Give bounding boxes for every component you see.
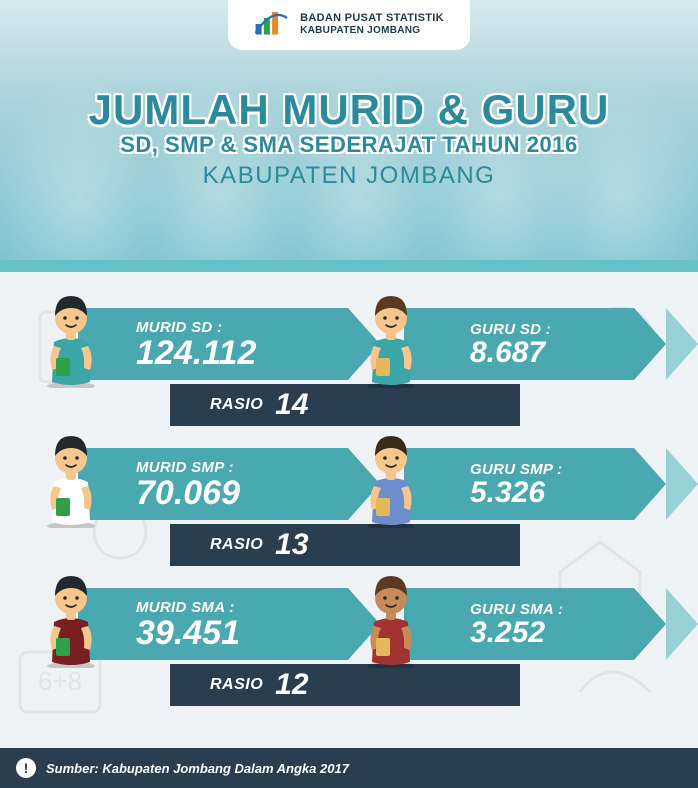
guru-arrow: GURU SD : 8.687 bbox=[404, 308, 682, 380]
bps-logo-icon bbox=[254, 10, 290, 38]
rasio-label: RASIO bbox=[210, 536, 263, 554]
rasio-bar: RASIO 13 bbox=[170, 524, 520, 566]
rasio-label: RASIO bbox=[210, 676, 263, 694]
rasio-value: 14 bbox=[275, 388, 308, 422]
org-badge: BADAN PUSAT STATISTIK KABUPATEN JOMBANG bbox=[228, 0, 470, 50]
murid-label: MURID SD : bbox=[136, 319, 348, 336]
hero-banner: BADAN PUSAT STATISTIK KABUPATEN JOMBANG … bbox=[0, 0, 698, 260]
murid-label: MURID SMP : bbox=[136, 459, 348, 476]
rasio-bar: RASIO 12 bbox=[170, 664, 520, 706]
title-line2: SD, SMP & SMA SEDERAJAT TAHUN 2016 bbox=[0, 132, 698, 158]
stat-row-sma: MURID SMA : 39.451 GURU SMA : 3.252 RASI… bbox=[30, 572, 668, 712]
guru-label: GURU SMA : bbox=[470, 601, 634, 618]
guru-label: GURU SMP : bbox=[470, 461, 634, 478]
guru-arrow: GURU SMA : 3.252 bbox=[404, 588, 682, 660]
guru-label: GURU SD : bbox=[470, 321, 634, 338]
student-icon bbox=[36, 430, 106, 528]
badge-line1: BADAN PUSAT STATISTIK bbox=[300, 12, 444, 24]
footer-source: Sumber: Kabupaten Jombang Dalam Angka 20… bbox=[46, 761, 349, 776]
info-icon: ! bbox=[16, 758, 36, 778]
rasio-value: 12 bbox=[275, 668, 308, 702]
murid-value: 70.069 bbox=[136, 476, 348, 510]
murid-arrow: MURID SMP : 70.069 bbox=[78, 448, 380, 520]
student-icon bbox=[36, 570, 106, 668]
title-block: JUMLAH MURID & GURU SD, SMP & SMA SEDERA… bbox=[0, 86, 698, 190]
title-line3: KABUPATEN JOMBANG bbox=[0, 162, 698, 190]
guru-value: 5.326 bbox=[470, 478, 634, 508]
guru-arrow: GURU SMP : 5.326 bbox=[404, 448, 682, 520]
teacher-icon bbox=[356, 430, 426, 528]
teacher-icon bbox=[356, 290, 426, 388]
guru-value: 3.252 bbox=[470, 618, 634, 648]
murid-arrow: MURID SMA : 39.451 bbox=[78, 588, 380, 660]
murid-arrow: MURID SD : 124.112 bbox=[78, 308, 380, 380]
murid-value: 124.112 bbox=[136, 336, 348, 370]
rasio-value: 13 bbox=[275, 528, 308, 562]
title-line1: JUMLAH MURID & GURU bbox=[0, 86, 698, 134]
teacher-icon bbox=[356, 570, 426, 668]
murid-label: MURID SMA : bbox=[136, 599, 348, 616]
badge-line2: KABUPATEN JOMBANG bbox=[300, 25, 444, 36]
stat-row-smp: MURID SMP : 70.069 GURU SMP : 5.326 RASI… bbox=[30, 432, 668, 572]
footer-bar: ! Sumber: Kabupaten Jombang Dalam Angka … bbox=[0, 748, 698, 788]
rasio-bar: RASIO 14 bbox=[170, 384, 520, 426]
guru-value: 8.687 bbox=[470, 338, 634, 368]
rasio-label: RASIO bbox=[210, 396, 263, 414]
student-icon bbox=[36, 290, 106, 388]
stat-row-sd: MURID SD : 124.112 GURU SD : 8.687 RASIO… bbox=[30, 292, 668, 432]
divider-bar bbox=[0, 260, 698, 272]
murid-value: 39.451 bbox=[136, 616, 348, 650]
